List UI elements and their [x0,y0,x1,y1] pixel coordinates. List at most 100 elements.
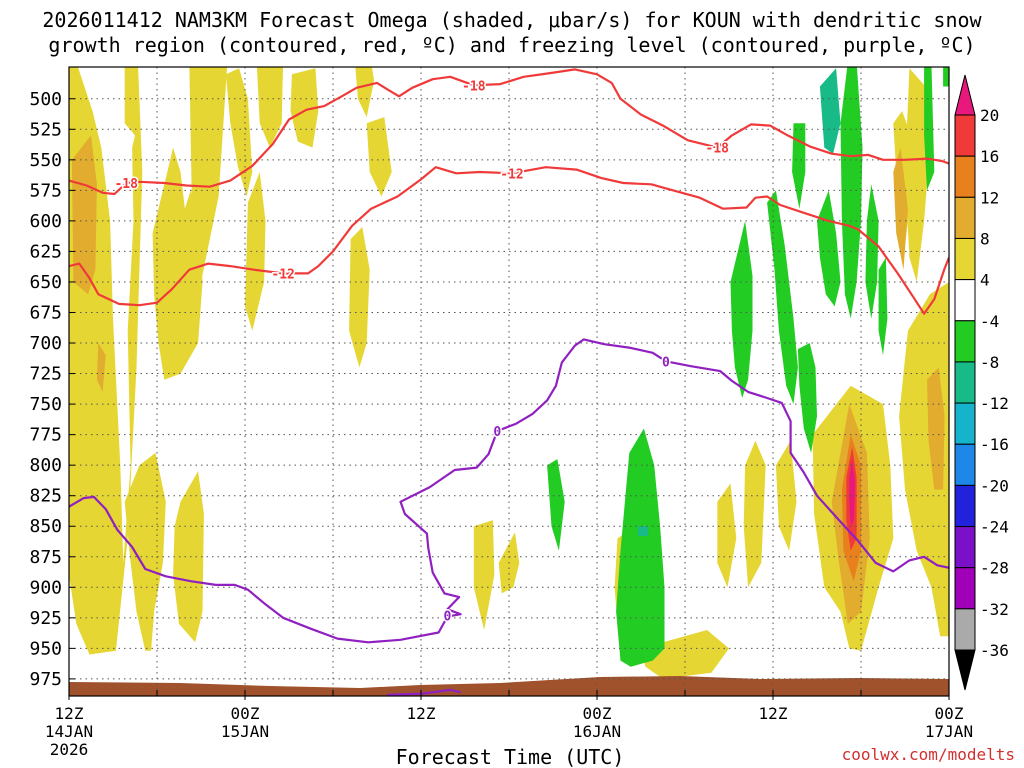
colorbar-bin-8 [954,402,976,445]
y-tick-label-525: 525 [29,119,62,140]
x-tick-label-2-0: 12Z [407,704,436,723]
contour-label-2-2: 0 [443,609,451,624]
colorbar-bin-top [954,74,976,116]
omega-region-43 [819,68,841,154]
contour-label-0-1: -18 [462,79,486,94]
omega-region-34 [797,343,817,453]
y-tick-label-500: 500 [29,89,62,110]
y-tick-label-650: 650 [29,272,62,293]
y-tick-label-800: 800 [29,455,62,476]
omega-region-29 [927,367,945,490]
omega-region-27 [905,68,930,282]
omega-region-40 [943,67,949,87]
x-tick-label-0-0: 12Z [55,704,84,723]
colorbar: 20 16 12 8 4 -4 -8 -12 -16 -20 -24 -28 -32 -36 [954,74,1009,691]
contour-label-1-1: -12 [500,167,523,182]
contour-line-1 [69,166,949,315]
omega-region-38 [878,257,888,356]
colorbar-label-3: 8 [980,229,990,248]
omega-region-5 [225,68,253,197]
contour-layer: -18 -18 -18 -12 -12 0 0 0 [69,68,949,696]
omega-region-14 [473,520,495,630]
y-tick-label-550: 550 [29,150,62,171]
y-tick-label-675: 675 [29,302,62,323]
colorbar-label-11: -28 [980,559,1009,578]
omega-region-1 [71,135,97,295]
x-axis-label: Forecast Time (UTC) [396,745,625,768]
credit-text: coolwx.com/modelts [842,745,1015,764]
colorbar-bin-7 [954,361,976,404]
colorbar-bin-1 [954,114,976,157]
omega-shading-layer [69,67,949,679]
y-tick-label-700: 700 [29,333,62,354]
contour-label-2-0: 0 [493,425,501,440]
x-tick-label-0-1: 14JAN [45,722,93,741]
colorbar-label-10: -24 [980,518,1009,537]
omega-region-7 [290,68,319,148]
omega-region-44 [638,526,649,536]
y-tick-label-850: 850 [29,516,62,537]
colorbar-bin-11 [954,526,976,569]
colorbar-bin-5 [954,279,976,322]
y-tick-label-825: 825 [29,486,62,507]
colorbar-bin-9 [954,443,976,486]
x-tick-label-5-0: 00Z [935,704,964,723]
colorbar-bin-3 [954,196,976,239]
y-tick-label-775: 775 [29,425,62,446]
terrain-layer [69,676,949,696]
omega-region-4 [189,67,228,282]
omega-region-25 [849,459,856,527]
x-tick-label-3-0: 00Z [583,704,612,723]
omega-region-11 [355,67,375,118]
contour-label-1-0: -12 [271,267,294,282]
omega-region-10 [173,471,204,643]
plot-area: -18 -18 -18 -12 -12 0 0 0 500 525 550 575 600 625 650… [29,66,973,759]
colorbar-label-9: -20 [980,476,1009,495]
terrain-fill [69,676,949,696]
contour-label-2-1: 0 [662,355,670,370]
x-tick-label-4-0: 12Z [759,704,788,723]
colorbar-bin-12 [954,567,976,610]
contour-label-0-0: -18 [114,177,138,192]
omega-region-2 [96,343,106,392]
omega-region-6 [256,67,283,148]
omega-region-19 [743,440,766,588]
omega-region-12 [366,117,392,197]
contour-label-0-2: -18 [706,142,730,157]
omega-region-42 [547,459,565,551]
omega-region-33 [792,123,806,209]
contour-line-2 [69,338,949,644]
y-tick-label-975: 975 [29,669,62,690]
omega-region-18 [717,483,737,588]
omega-region-30 [893,147,908,270]
omega-region-31 [730,220,753,398]
colorbar-label-0: 20 [980,106,999,125]
omega-region-20 [775,440,797,551]
y-tick-label-950: 950 [29,638,62,659]
y-tick-label-875: 875 [29,547,62,568]
colorbar-label-13: -36 [980,641,1009,660]
contour-line-0 [69,68,949,196]
contour-line-3 [387,688,461,696]
omega-region-32 [767,190,798,405]
omega-region-41 [616,428,665,667]
colorbar-bin-bottom [954,649,976,691]
colorbar-bin-2 [954,155,976,198]
colorbar-label-5: -4 [980,312,999,331]
colorbar-bin-6 [954,320,976,363]
x-tick-label-5-1: 17JAN [925,722,973,741]
colorbar-bin-13 [954,608,976,651]
omega-region-9 [124,452,166,651]
y-tick-label-925: 925 [29,608,62,629]
y-tick-label-725: 725 [29,364,62,385]
y-tick-label-750: 750 [29,394,62,415]
x-tick-label-1-1: 15JAN [221,722,269,741]
colorbar-label-12: -32 [980,600,1009,619]
colorbar-label-2: 12 [980,188,999,207]
chart-title-line2: growth region (contoured, red, ºC) and f… [48,33,975,57]
colorbar-bin-10 [954,484,976,528]
x-tick-label-0-2: 2026 [50,740,89,759]
omega-region-36 [840,67,863,319]
colorbar-label-1: 16 [980,147,999,166]
